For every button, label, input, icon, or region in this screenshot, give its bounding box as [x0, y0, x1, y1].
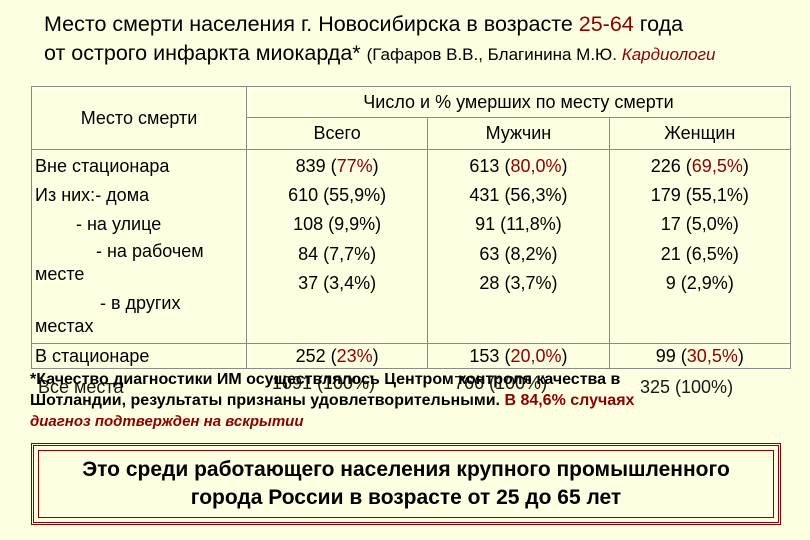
women-work: 21 (6,5%): [660, 243, 739, 264]
col-header-total: Всего: [245, 117, 429, 150]
title-line-2: от острого инфаркта миокарда* (Гафаров В…: [44, 39, 810, 69]
slide-title: Место смерти населения г. Новосибирска в…: [44, 10, 810, 69]
place-outside: Вне стационара: [35, 156, 170, 176]
men-other: 28 (3,7%): [479, 272, 558, 293]
place-other: - в других: [100, 292, 181, 313]
footnote-text: Шотландии, результаты признаны удовлетво…: [30, 392, 505, 409]
total-street: 108 (9,9%): [293, 214, 382, 235]
value-highlight: 20,0%: [510, 345, 562, 366]
total-work: 84 (7,7%): [298, 243, 377, 264]
total-hospital: 252 (23%): [245, 343, 429, 369]
title-authors: (Гафаров В.В., Благинина М.Ю.: [366, 45, 622, 64]
value-text: ): [742, 156, 749, 176]
men-values: 613 (80,0%) 431 (56,3%) 91 (11,8%) 63 (8…: [427, 149, 610, 344]
value-text: 99 (: [655, 345, 687, 366]
value-text: ): [372, 345, 379, 366]
footnote-line-2: Шотландии, результаты признаны удовлетво…: [30, 390, 810, 411]
value-highlight: 77%: [336, 156, 373, 176]
men-work: 63 (8,2%): [479, 243, 558, 264]
place-work-cont: месте: [35, 263, 85, 284]
value-text: 252 (: [295, 345, 337, 366]
footnote-line-1: *Качество диагностики ИМ осуществлялось …: [30, 371, 621, 388]
footnote: *Качество диагностики ИМ осуществлялось …: [30, 369, 810, 432]
place-work: - на рабочем: [96, 240, 204, 261]
value-text: 839 (: [295, 156, 337, 176]
title-age-range: 25-64: [578, 12, 634, 36]
place-hospital-label: В стационаре: [35, 345, 150, 366]
title-text: Место смерти населения г. Новосибирска в…: [44, 12, 579, 36]
callout-inner: Это среди работающего населения крупного…: [38, 450, 774, 518]
women-hospital: 99 (30,5%): [608, 343, 792, 369]
value-text: ): [737, 345, 744, 366]
title-text-end: года: [633, 12, 684, 36]
callout-line-1: Это среди работающего населения крупного…: [82, 458, 730, 481]
men-all: 766 (100%): [454, 373, 548, 393]
value-highlight: 23%: [336, 345, 373, 366]
men-street: 91 (11,8%): [475, 214, 562, 235]
women-street: 17 (5,0%): [660, 214, 739, 235]
men-hospital: 153 (20,0%): [427, 343, 610, 369]
place-hospital: В стационаре: [31, 343, 247, 369]
death-place-table: Место смерти Число и % умерших по месту …: [31, 86, 792, 369]
value-highlight: 80,0%: [510, 156, 562, 176]
value-text: 226 (: [650, 156, 692, 176]
title-text-2: от острого инфаркта миокарда*: [44, 41, 367, 65]
women-other: 9 (2,9%): [665, 272, 734, 293]
women-home: 179 (55,1%): [650, 185, 749, 206]
value-text: 153 (: [469, 345, 511, 366]
place-street: - на улице: [76, 214, 162, 235]
place-header-label: Место смерти: [80, 107, 198, 128]
value-highlight: 69,5%: [691, 156, 743, 176]
value-highlight: 30,5%: [686, 345, 738, 366]
callout-box: Это среди работающего населения крупного…: [31, 443, 781, 525]
men-home: 431 (56,3%): [469, 185, 568, 206]
total-outside: 839 (77%): [247, 152, 427, 181]
place-list: Вне стационара Из них:- дома - на улице …: [31, 149, 247, 344]
women-all: 325 (100%): [640, 377, 734, 397]
total-values: 839 (77%) 610 (55,9%) 108 (9,9%) 84 (7,7…: [245, 149, 429, 344]
title-line-1: Место смерти населения г. Новосибирска в…: [44, 10, 810, 39]
table-row: Вне стационара Из них:- дома - на улице …: [31, 149, 792, 344]
place-header: Место смерти: [31, 86, 247, 150]
title-journal: Кардиологи: [621, 45, 716, 64]
table-row: В стационаре 252 (23%) 153 (20,0%) 99 (3…: [31, 343, 792, 369]
place-home: Из них:- дома: [35, 185, 150, 206]
col-header-women: Женщин: [608, 117, 792, 150]
men-outside: 613 (80,0%): [428, 152, 608, 181]
total-other: 37 (3,4%): [298, 272, 377, 293]
total-all: 1091 (100%): [272, 373, 376, 393]
value-text: ): [561, 345, 568, 366]
women-values: 226 (69,5%) 179 (55,1%) 17 (5,0%) 21 (6,…: [608, 149, 792, 344]
place-other-cont: местах: [35, 315, 94, 336]
all-places-label: Все места: [38, 377, 124, 397]
total-home: 610 (55,9%): [288, 185, 387, 206]
value-text: ): [561, 156, 568, 176]
footnote-highlight: В 84,6% случаях: [504, 392, 635, 409]
footnote-line-3: диагноз подтвержден на вскрытии: [30, 413, 304, 430]
callout-line-2: города России в возрасте от 25 до 65 лет: [190, 486, 622, 509]
value-text: 613 (: [469, 156, 511, 176]
group-header: Число и % умерших по месту смерти: [246, 86, 791, 118]
women-outside: 226 (69,5%): [610, 152, 790, 181]
col-header-men: Мужчин: [427, 117, 610, 150]
value-text: ): [372, 156, 379, 176]
